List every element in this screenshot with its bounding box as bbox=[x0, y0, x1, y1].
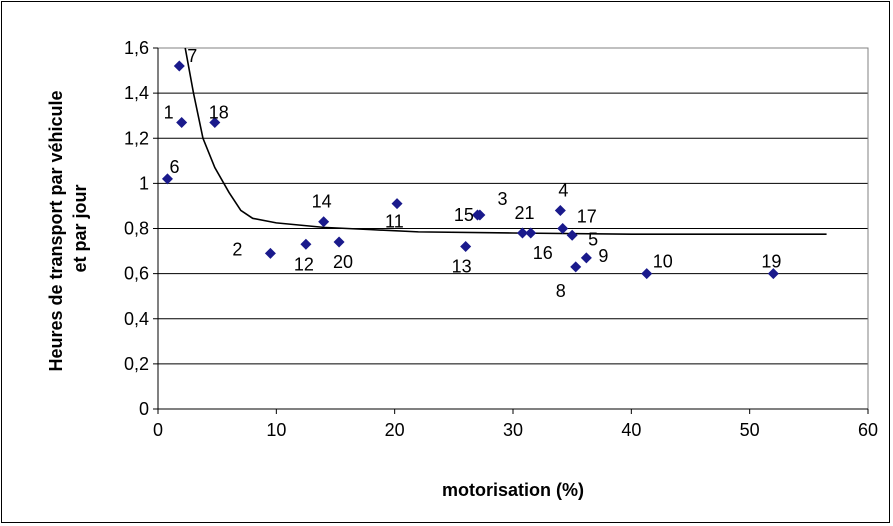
data-point-8 bbox=[570, 261, 582, 273]
point-label-1: 1 bbox=[164, 102, 174, 122]
x-tick-label: 50 bbox=[740, 420, 760, 440]
point-label-9: 9 bbox=[598, 246, 608, 266]
y-tick-label: 1,6 bbox=[124, 38, 149, 58]
data-point-9 bbox=[580, 252, 592, 264]
y-tick-labels: 0 0,2 0,4 0,6 0,8 1 1,2 1,4 1,6 bbox=[124, 38, 149, 419]
y-tick-label: 0,8 bbox=[124, 219, 149, 239]
x-tick-label: 10 bbox=[266, 420, 286, 440]
point-label-17: 17 bbox=[577, 207, 597, 227]
data-point-21 bbox=[516, 227, 528, 239]
x-tick-label: 0 bbox=[153, 420, 163, 440]
point-label-13: 13 bbox=[452, 257, 472, 277]
point-label-10: 10 bbox=[653, 252, 673, 272]
x-tick-label: 40 bbox=[621, 420, 641, 440]
point-label-6: 6 bbox=[169, 157, 179, 177]
data-point-14 bbox=[318, 216, 330, 228]
data-points bbox=[161, 60, 779, 280]
x-tick-label: 20 bbox=[385, 420, 405, 440]
data-point-17 bbox=[557, 223, 569, 234]
point-label-11: 11 bbox=[385, 212, 404, 232]
y-axis-title-line-2: et par jour bbox=[70, 184, 90, 272]
x-axis-title: motorisation (%) bbox=[442, 480, 584, 500]
data-point-20 bbox=[333, 236, 345, 248]
point-label-4: 4 bbox=[558, 180, 568, 200]
point-label-5: 5 bbox=[588, 229, 598, 249]
x-tick-label: 60 bbox=[858, 420, 878, 440]
data-point-10 bbox=[641, 268, 653, 280]
point-label-3: 3 bbox=[498, 189, 508, 209]
y-tick-label: 1,2 bbox=[124, 128, 149, 148]
data-point-16 bbox=[525, 227, 537, 239]
point-label-18: 18 bbox=[209, 102, 229, 122]
data-point-19 bbox=[767, 268, 779, 280]
axes bbox=[153, 47, 869, 414]
trend-curve bbox=[184, 47, 827, 235]
y-tick-label: 0,4 bbox=[124, 309, 149, 329]
data-point-13 bbox=[460, 241, 472, 253]
data-point-4 bbox=[554, 204, 566, 216]
point-label-14: 14 bbox=[312, 192, 332, 212]
data-point-15 bbox=[474, 209, 486, 221]
y-tick-label: 0,6 bbox=[124, 264, 149, 284]
point-label-19: 19 bbox=[761, 252, 781, 272]
data-point-2 bbox=[264, 247, 276, 259]
data-point-11 bbox=[391, 198, 403, 210]
y-axis-title: Heures de transport par véhicule et par … bbox=[46, 85, 90, 371]
data-point-5 bbox=[566, 229, 578, 241]
x-tick-label: 30 bbox=[503, 420, 523, 440]
y-tick-label: 0,2 bbox=[124, 354, 149, 374]
point-label-21: 21 bbox=[514, 203, 534, 223]
y-axis-title-line-1: Heures de transport par véhicule bbox=[46, 90, 66, 371]
point-label-7: 7 bbox=[187, 46, 197, 66]
point-label-20: 20 bbox=[333, 252, 353, 272]
y-tick-label: 1 bbox=[139, 173, 149, 193]
point-label-16: 16 bbox=[533, 243, 553, 263]
point-label-15: 15 bbox=[454, 205, 474, 225]
data-point-18 bbox=[209, 116, 221, 128]
gridlines bbox=[158, 47, 868, 365]
data-point-1 bbox=[176, 116, 188, 128]
data-point-12 bbox=[300, 238, 312, 250]
x-tick-labels: 0 10 20 30 40 50 60 bbox=[153, 420, 878, 440]
data-point-7 bbox=[173, 60, 185, 72]
point-label-2: 2 bbox=[232, 239, 242, 259]
y-tick-label: 1,4 bbox=[124, 83, 149, 103]
y-tick-label: 0 bbox=[139, 399, 149, 419]
point-label-8: 8 bbox=[556, 281, 566, 301]
point-label-12: 12 bbox=[294, 254, 314, 274]
data-point-6 bbox=[161, 173, 173, 185]
